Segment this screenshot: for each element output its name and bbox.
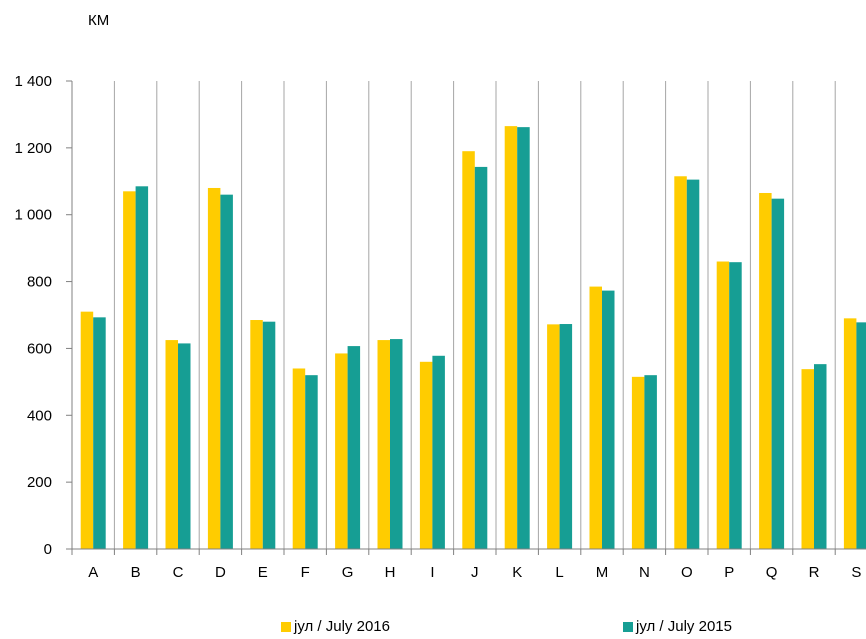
bar-2016-I xyxy=(419,361,433,549)
legend-swatch-2016 xyxy=(281,621,291,632)
bar-2015-J xyxy=(474,166,488,549)
x-tick-label: S xyxy=(851,564,861,581)
bar-2015-R xyxy=(814,364,827,549)
x-tick-label: G xyxy=(342,564,354,581)
bar-2015-O xyxy=(686,179,700,549)
bar-2016-A xyxy=(80,311,94,549)
bar-2016-H xyxy=(377,340,390,549)
bar-2015-C xyxy=(178,343,191,549)
bar-2015-P xyxy=(729,262,742,549)
bar-2016-P xyxy=(716,261,730,549)
axis-labels: A B C D E F G H I J K L M N O P Q R S 0 200 400 600 800 1 000 1 2… xyxy=(14,73,861,581)
axes xyxy=(66,80,866,555)
bar-2016-E xyxy=(250,320,263,549)
bar-2015-I xyxy=(432,355,445,549)
x-tick-label: Q xyxy=(766,564,778,581)
bar-2016-B xyxy=(123,191,136,550)
bar-2016-F xyxy=(292,368,306,549)
x-tick-label: M xyxy=(596,564,609,581)
bar-2015-B xyxy=(135,186,149,550)
x-tick-label: E xyxy=(258,564,268,581)
bar-2016-O xyxy=(674,176,687,549)
bar-2016-M xyxy=(589,286,602,549)
y-tick-label: 1 000 xyxy=(14,207,52,224)
legend-swatch-2015 xyxy=(623,621,633,632)
bar-2016-J xyxy=(462,151,475,549)
legend-item-2016: јул / July 2016 xyxy=(281,618,390,635)
legend-item-2015: јул / July 2015 xyxy=(623,618,732,635)
x-tick-label: N xyxy=(639,564,650,581)
bar-2016-Q xyxy=(759,192,772,549)
x-tick-label: F xyxy=(301,564,310,581)
bar-2016-L xyxy=(547,324,560,549)
bar-2015-N xyxy=(644,375,657,549)
y-unit-label: КМ xyxy=(88,12,110,29)
x-tick-label: B xyxy=(131,564,141,581)
y-tick-label: 1 200 xyxy=(14,140,52,157)
bar-2015-K xyxy=(517,127,530,549)
x-tick-label: I xyxy=(430,564,434,581)
x-tick-label: A xyxy=(88,564,98,581)
x-tick-label: O xyxy=(681,564,693,581)
x-tick-label: L xyxy=(555,564,563,581)
bar-2015-F xyxy=(305,375,318,549)
y-tick-label: 200 xyxy=(27,474,52,491)
bar-2015-Q xyxy=(771,198,785,549)
bar-2015-E xyxy=(262,321,276,549)
bar-2016-C xyxy=(165,340,178,549)
bar-2015-D xyxy=(220,194,233,549)
bar-2015-A xyxy=(93,317,106,549)
bar-2015-G xyxy=(347,346,361,549)
bars xyxy=(80,126,866,550)
y-tick-label: 400 xyxy=(27,407,52,424)
x-tick-label: K xyxy=(512,564,522,581)
bar-2016-G xyxy=(335,353,348,549)
bar-2015-H xyxy=(390,339,403,549)
bar-2016-N xyxy=(631,376,645,549)
x-tick-label: J xyxy=(471,564,479,581)
grid-lines xyxy=(113,81,836,549)
bar-2016-K xyxy=(504,126,518,549)
legend-label-2015: јул / July 2015 xyxy=(636,618,732,635)
y-tick-label: 1 400 xyxy=(14,73,52,90)
x-tick-label: P xyxy=(724,564,734,581)
bar-2016-D xyxy=(207,187,221,549)
bar-2015-L xyxy=(559,324,573,549)
y-tick-label: 800 xyxy=(27,274,52,291)
x-tick-label: R xyxy=(809,564,820,581)
y-tick-label: 0 xyxy=(44,541,52,558)
x-tick-label: D xyxy=(215,564,226,581)
y-tick-label: 600 xyxy=(27,340,52,357)
bar-2015-S xyxy=(856,322,866,549)
bar-2015-M xyxy=(602,290,615,549)
bar-2016-R xyxy=(801,369,814,549)
legend-label-2016: јул / July 2016 xyxy=(294,618,390,635)
x-tick-label: H xyxy=(385,564,396,581)
bar-2016-S xyxy=(843,318,857,549)
x-tick-label: C xyxy=(173,564,184,581)
